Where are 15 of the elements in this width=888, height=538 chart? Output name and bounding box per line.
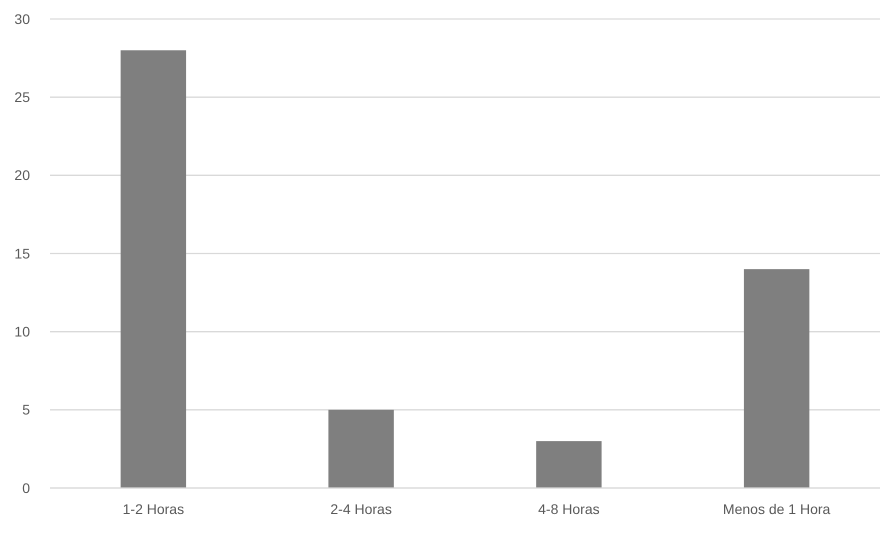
y-tick-label: 30: [14, 10, 30, 27]
bar: [328, 410, 394, 488]
x-tick-label: 4-8 Horas: [538, 501, 600, 517]
bar: [744, 269, 810, 488]
bar: [120, 50, 186, 488]
x-tick-label: Menos de 1 Hora: [722, 501, 831, 517]
y-tick-label: 10: [14, 324, 30, 340]
bar: [536, 441, 602, 488]
x-tick-label: 2-4 Horas: [330, 501, 392, 517]
y-tick-label: 0: [22, 480, 30, 496]
y-tick-label: 15: [14, 245, 30, 262]
y-tick-label: 20: [14, 167, 30, 184]
x-tick-label: 1-2 Horas: [122, 501, 184, 517]
y-tick-label: 5: [22, 402, 30, 418]
y-tick-label: 25: [14, 89, 30, 106]
